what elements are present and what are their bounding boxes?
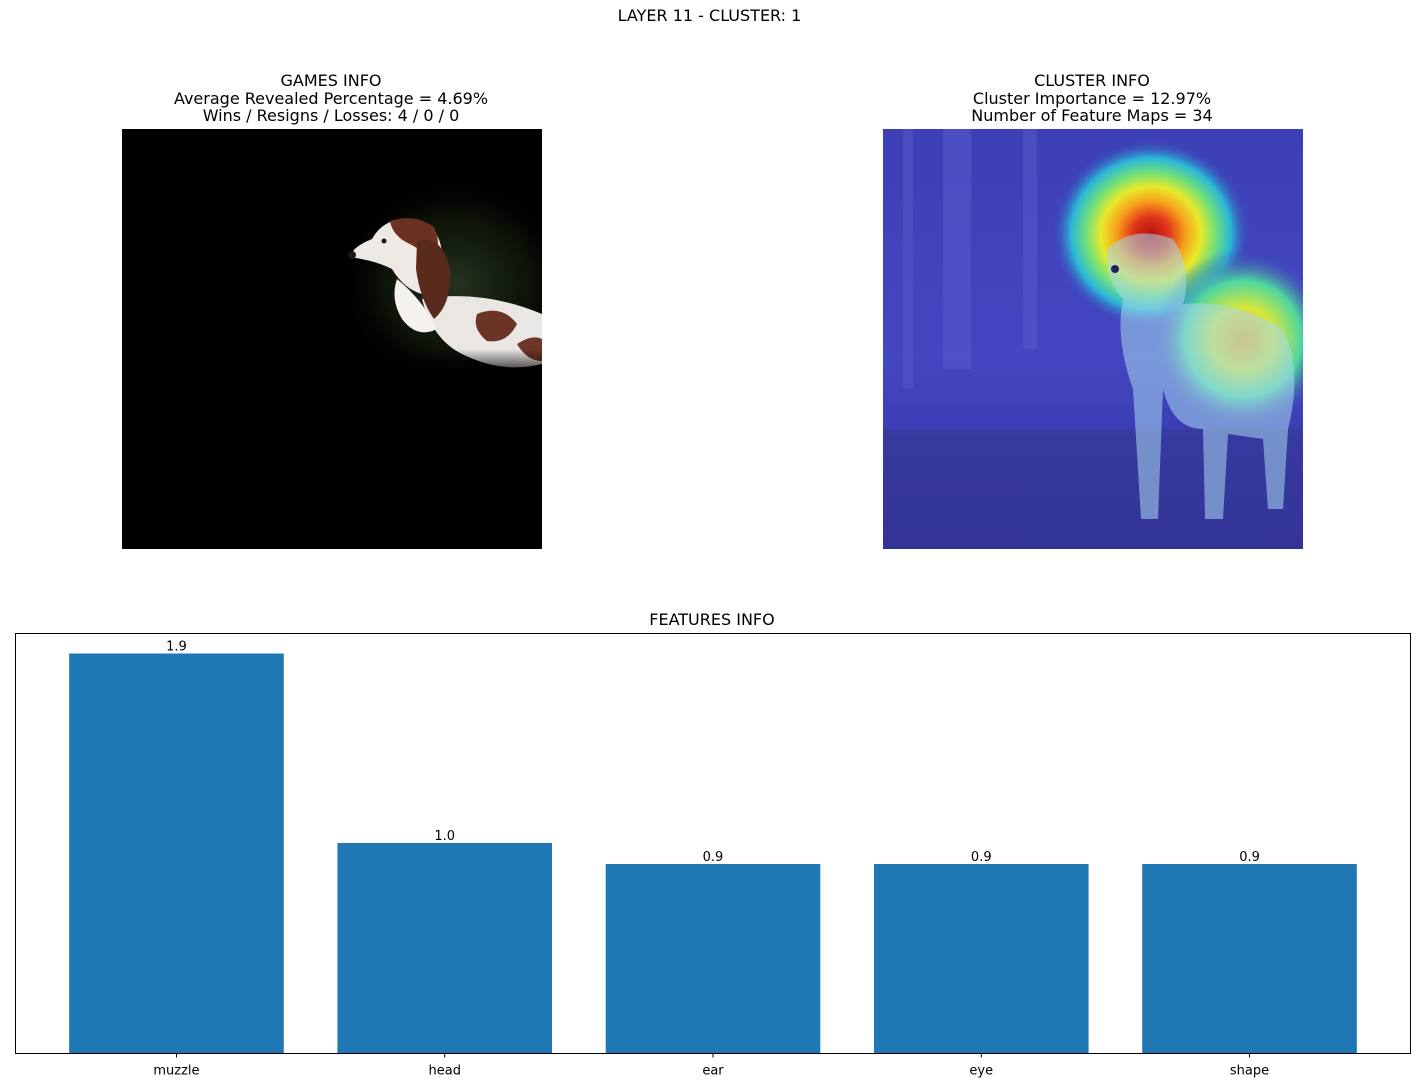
x-tick-label-head: head (428, 1064, 460, 1079)
features-info-title: FEATURES INFO (649, 610, 775, 629)
bar-value-label-eye: 0.9 (971, 850, 992, 865)
bar-value-label-muzzle: 1.9 (166, 640, 187, 655)
games-info-title: GAMES INFO (280, 71, 382, 90)
cluster-info-title-block: CLUSTER INFO Cluster Importance = 12.97%… (842, 72, 1342, 125)
bar-value-label-head: 1.0 (434, 829, 455, 844)
cluster-info-importance: Cluster Importance = 12.97% (972, 88, 1212, 108)
x-tick-label-muzzle: muzzle (153, 1064, 199, 1079)
x-tick-label-eye: eye (969, 1064, 993, 1079)
bar-head (337, 842, 553, 1054)
axes-frame (15, 633, 1411, 1054)
bar-value-label-shape: 0.9 (1239, 850, 1260, 865)
figure-suptitle: LAYER 11 - CLUSTER: 1 (617, 6, 802, 25)
bars-group (69, 653, 1357, 1054)
x-tick-labels: muzzle head ear eye shape (153, 1053, 1269, 1079)
games-info-average-revealed: Average Revealed Percentage = 4.69% (173, 88, 489, 108)
bar-eye (873, 864, 1089, 1054)
bar-value-labels: 1.9 1.0 0.9 0.9 0.9 (166, 640, 1260, 866)
bar-ear (605, 864, 821, 1054)
bar-muzzle (69, 653, 284, 1054)
masked-dog-image (122, 129, 542, 549)
cluster-heatmap-image (883, 129, 1303, 549)
games-info-wins-resigns-losses: Wins / Resigns / Losses: 4 / 0 / 0 (202, 106, 460, 125)
masked-dog-illustration (122, 129, 542, 549)
bar-value-label-ear: 0.9 (703, 850, 724, 865)
x-tick-label-shape: shape (1230, 1064, 1269, 1079)
cluster-info-title: CLUSTER INFO (1034, 71, 1150, 90)
bar-shape (1142, 864, 1357, 1054)
cluster-info-feature-maps: Number of Feature Maps = 34 (971, 106, 1213, 125)
games-info-title-block: GAMES INFO Average Revealed Percentage =… (81, 72, 581, 125)
x-tick-label-ear: ear (702, 1064, 724, 1079)
features-bar-chart: 1.9 1.0 0.9 0.9 0.9 muzzle head ear eye shape (15, 633, 1411, 1079)
heatmap-illustration (883, 129, 1303, 549)
